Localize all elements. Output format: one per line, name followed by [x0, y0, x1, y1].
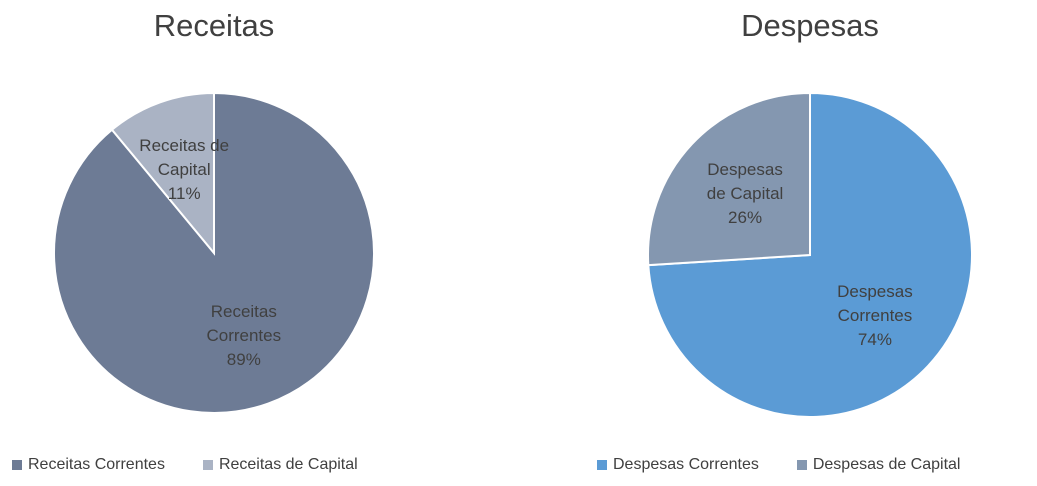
- legend-item: Despesas de Capital: [796, 456, 961, 474]
- chart-title: Despesas: [741, 8, 879, 43]
- data-label: Despesas de Capital 26%: [697, 158, 793, 230]
- legend: Despesas Correntes Despesas de Capital: [597, 456, 960, 474]
- data-label: Despesas Correntes 74%: [827, 280, 923, 352]
- data-label: Receitas Correntes 89%: [196, 300, 292, 372]
- data-label-value: 26%: [728, 208, 763, 227]
- legend-item: Despesas Correntes: [597, 456, 759, 474]
- data-label-category: Despesas Correntes: [837, 281, 913, 325]
- pie-slice: [647, 91, 811, 267]
- legend-label: Despesas de Capital: [812, 456, 961, 473]
- legend-swatch: [597, 460, 607, 470]
- legend-label: Despesas Correntes: [613, 456, 759, 473]
- chart-title: Receitas: [153, 8, 275, 43]
- data-label-category: Receitas de Capital: [139, 136, 230, 180]
- legend-label: Receitas Correntes: [28, 456, 165, 473]
- legend-item: Receitas Correntes: [12, 456, 165, 474]
- legend-swatch: [796, 460, 807, 470]
- data-label-value: 89%: [226, 349, 261, 369]
- legend-swatch: [12, 460, 22, 470]
- legend: Receitas Correntes Receitas de Capital: [12, 456, 358, 474]
- data-label-value: 11%: [167, 184, 201, 204]
- pie-slice: [110, 91, 215, 256]
- data-label-value: 74%: [857, 329, 892, 349]
- data-label-category: Receitas Correntes: [206, 301, 282, 345]
- data-label-category: Despesas de Capital: [706, 160, 784, 203]
- legend-label: Receitas de Capital: [218, 456, 358, 473]
- legend-item: Receitas de Capital: [202, 456, 358, 474]
- legend-swatch: [202, 460, 213, 470]
- data-label: Receitas de Capital 11%: [136, 134, 232, 206]
